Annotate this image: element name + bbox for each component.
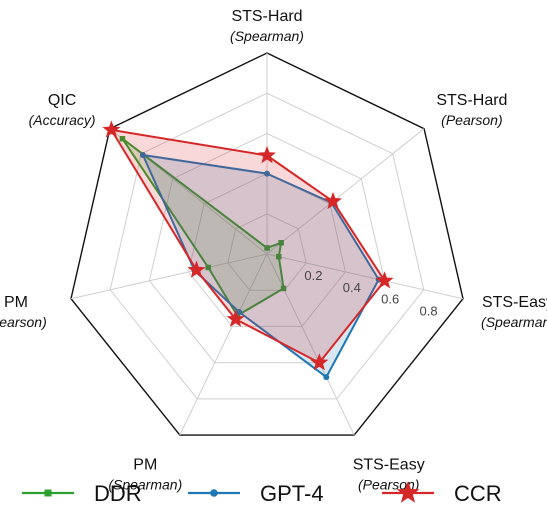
grid-spoke — [179, 253, 268, 436]
grid-ring — [109, 92, 425, 400]
series-area-gpt-4 — [142, 155, 379, 378]
grid-outer-ring — [70, 52, 464, 436]
axis-label: STS-Easy (Spearman) — [481, 294, 547, 330]
axis-label: STS-Hard (Spearman) — [230, 8, 304, 44]
grid-ring — [148, 132, 386, 364]
legend: DDR GPT-4 CCR — [22, 481, 502, 506]
series-line-ccr — [110, 128, 386, 364]
axis-label: PM (Pearson) — [0, 294, 47, 330]
legend-item-ddr: DDR — [22, 481, 142, 506]
axis-label-metric: (Spearman) — [481, 314, 547, 330]
tick-label: 0.6 — [381, 292, 399, 307]
data-point-ddr — [119, 136, 126, 142]
grid-ring — [227, 213, 307, 291]
data-point-ccr — [226, 309, 245, 327]
data-point-ccr — [102, 120, 121, 138]
axis-labels: STS-Hard(Spearman)STS-Hard(Pearson)STS-E… — [0, 8, 547, 492]
data-point-ccr — [375, 271, 394, 289]
grid-ring — [188, 173, 346, 327]
data-point-gpt-4 — [264, 170, 270, 177]
axis-label: STS-Hard (Pearson) — [436, 92, 507, 128]
data-point-gpt-4 — [139, 152, 146, 158]
legend-item-ccr: CCR — [382, 481, 502, 506]
grid-spoke — [266, 253, 464, 300]
axis-label-name: STS-Hard — [436, 92, 507, 109]
axis-label-metric: (Pearson) — [358, 476, 419, 492]
legend-marker-ccr — [396, 481, 420, 503]
axis-label-name: STS-Easy — [482, 294, 547, 311]
data-point-ddr — [278, 240, 284, 246]
axis-label-name: QIC — [48, 92, 76, 109]
data-point-ddr — [264, 245, 270, 251]
data-point-ccr — [324, 191, 342, 210]
series-area-ddr — [122, 138, 284, 316]
legend-label-ccr: CCR — [454, 481, 502, 506]
legend-label-ddr: DDR — [94, 481, 142, 506]
data-point-gpt-4 — [323, 374, 330, 381]
data-point-ccr — [258, 146, 276, 164]
data-point-ddr — [205, 264, 211, 271]
series-area-ccr — [111, 129, 385, 363]
axis-label-name: PM — [133, 456, 157, 473]
grid-spoke — [70, 253, 268, 300]
radial-tick-labels: 0.2 0.4 0.6 0.8 — [304, 268, 437, 319]
series-ccr — [102, 120, 394, 371]
data-point-ddr — [280, 285, 287, 292]
legend-label-gpt-4: GPT-4 — [260, 481, 324, 506]
legend-marker-gpt-4 — [210, 489, 218, 497]
tick-label: 0.2 — [304, 268, 322, 283]
tick-label: 0.8 — [420, 304, 438, 319]
axis-label-metric: (Pearson) — [441, 112, 502, 128]
grid-spoke — [266, 253, 355, 436]
data-point-ddr — [276, 253, 282, 260]
axis-label-metric: (Spearman) — [230, 28, 304, 44]
axis-label-name: STS-Easy — [353, 456, 425, 473]
radar-series — [102, 120, 394, 381]
axis-label-metric: (Spearman) — [108, 476, 182, 492]
data-point-ccr — [187, 260, 206, 278]
axis-label-name: PM — [4, 294, 28, 311]
axis-label-name: STS-Hard — [231, 8, 302, 25]
axis-label-metric: (Accuracy) — [29, 112, 96, 128]
axis-label: PM (Spearman) — [108, 456, 182, 492]
tick-label: 0.4 — [343, 280, 361, 295]
axis-label-metric: (Pearson) — [0, 314, 47, 330]
legend-marker-ddr — [44, 489, 52, 497]
legend-item-gpt-4: GPT-4 — [188, 481, 324, 506]
data-point-gpt-4 — [236, 309, 243, 315]
data-point-ccr — [310, 353, 329, 371]
grid-spoke — [266, 128, 425, 255]
axis-label: QIC (Accuracy) — [29, 92, 96, 128]
axis-label: STS-Easy (Pearson) — [353, 456, 425, 492]
